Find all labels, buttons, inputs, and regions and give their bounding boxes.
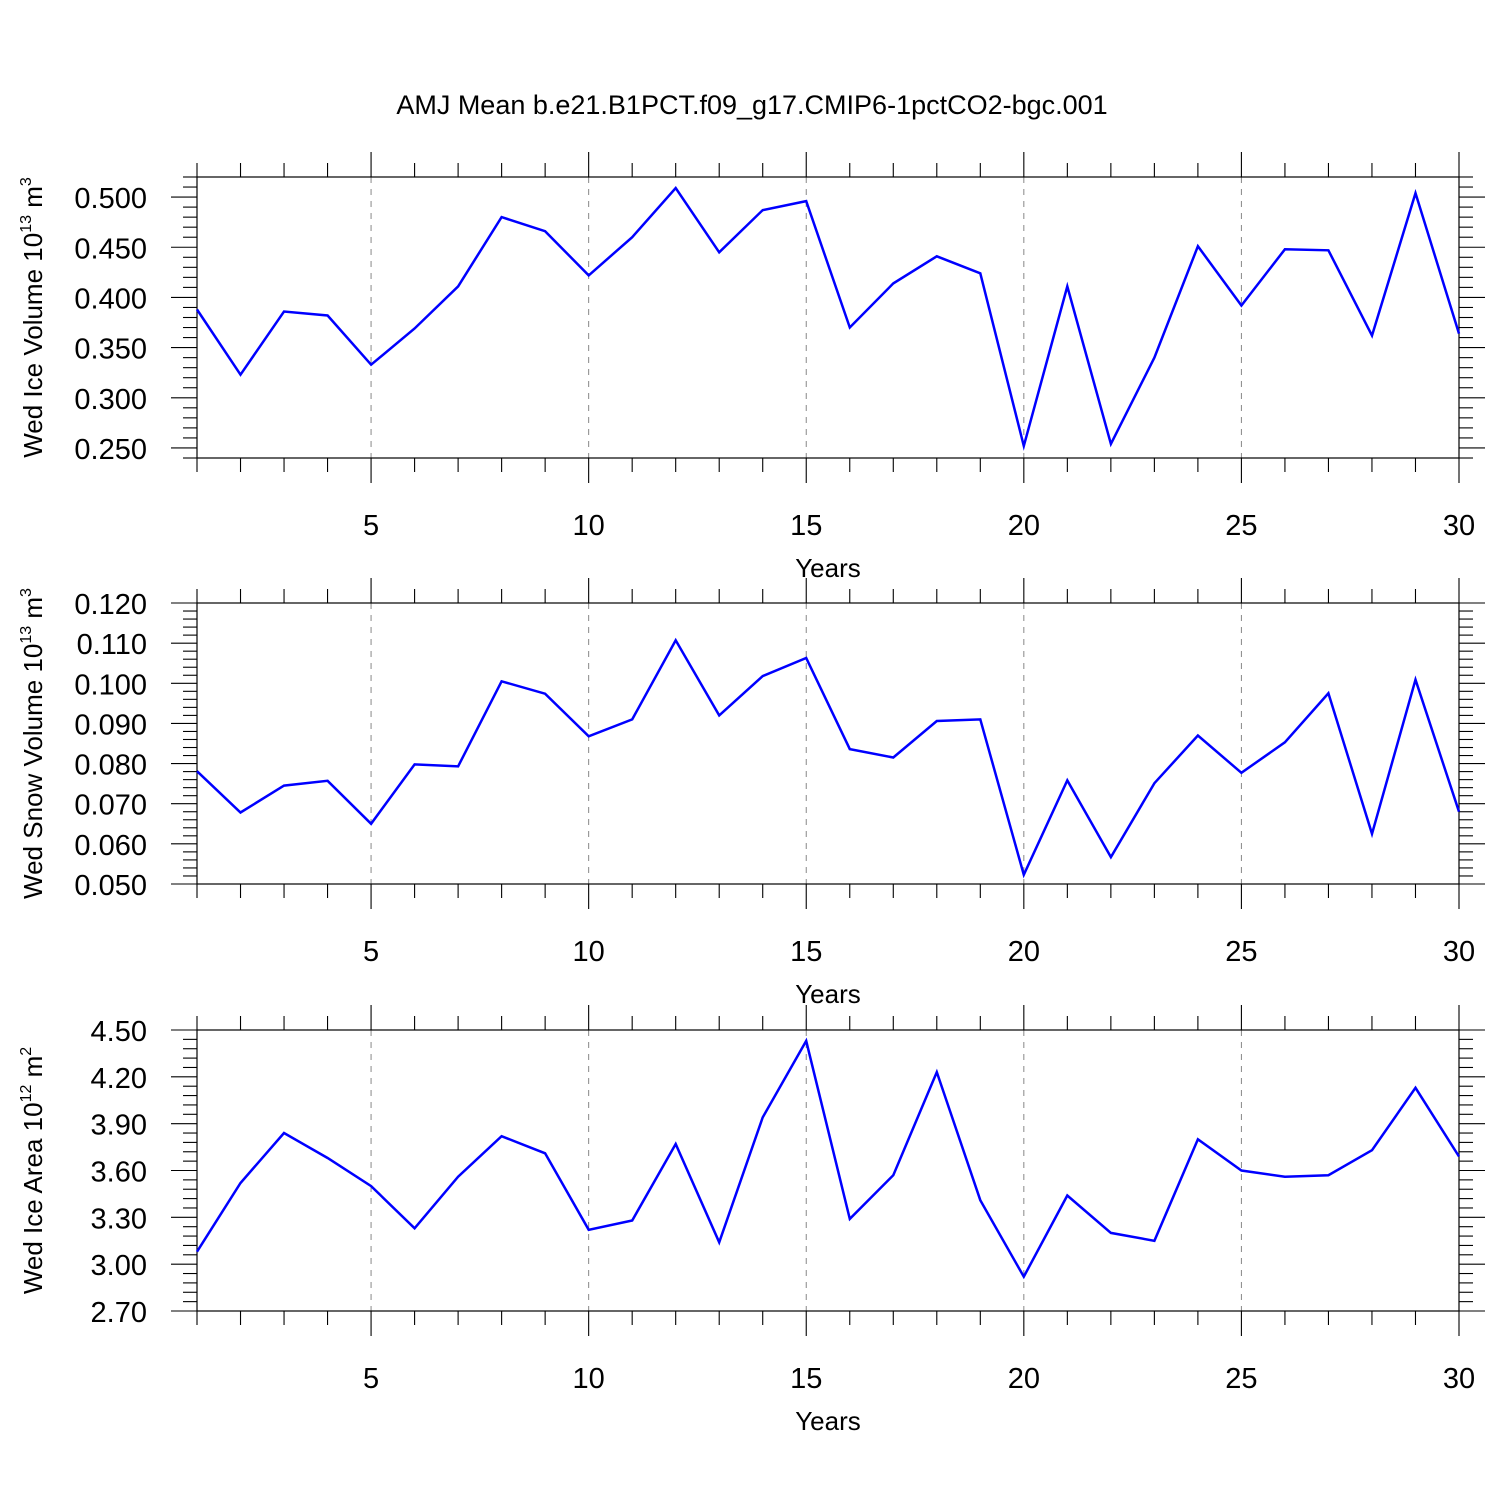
ice-area-xtick-label: 20 [1008,1363,1040,1395]
snow-volume-y-axis-label: Wed Snow Volume 1013 m3 [18,588,48,899]
ice-volume-y-axis-label-part: 3 [18,177,35,186]
ice-area-ytick-label: 2.70 [91,1297,147,1329]
snow-volume-ytick-label: 0.100 [74,669,147,701]
ice-area-series-line [195,1037,1461,1280]
snow-volume-plot-frame [196,602,1460,885]
snow-volume-x-axis-label: Years [795,979,861,1009]
ice-volume-y-axis-label-part: 13 [18,215,35,233]
ice-volume-xtick-label: 15 [790,510,822,542]
snow-volume-ytick-label: 0.080 [74,750,147,782]
ice-volume-ytick-label: 0.250 [74,434,147,466]
ice-volume-y-axis-label: Wed Ice Volume 1013 m3 [18,177,48,458]
ice-volume-ytick-label: 0.400 [74,283,147,315]
ice-area-plot-frame [196,1029,1460,1312]
ice-volume-x-axis-label: Years [795,553,861,583]
ice-area-y-axis-label-part: m [18,1056,48,1085]
snow-volume-ytick-label: 0.120 [74,589,147,621]
ice-area-y-axis-label: Wed Ice Area 1012 m2 [18,1047,48,1294]
ice-area-ytick-label: 3.90 [91,1110,147,1142]
panel-ice-area: 2.70 3.00 3.30 3.60 3.90 4.20 4.50 5 10 15 20 25 30 Y… [18,1005,1485,1436]
ice-volume-xtick-label: 5 [363,510,379,542]
snow-volume-ytick-label: 0.050 [74,870,147,902]
snow-volume-xtick-label: 15 [790,936,822,968]
snow-volume-ytick-label: 0.060 [74,830,147,862]
snow-volume-y-axis-label-part: 13 [18,626,35,644]
ice-area-ytick-label: 3.30 [91,1203,147,1235]
chart-title: AMJ Mean b.e21.B1PCT.f09_g17.CMIP6-1pctC… [396,90,1107,120]
ice-area-xtick-label: 25 [1225,1363,1257,1395]
ice-area-ytick-label: 4.20 [91,1063,147,1095]
ice-volume-ytick-label: 0.450 [74,233,147,265]
ice-volume-ytick-label: 0.350 [74,334,147,366]
ice-area-ytick-label: 3.00 [91,1250,147,1282]
ice-volume-xtick-label: 30 [1443,510,1475,542]
ice-volume-y-axis-label-part: m [18,186,48,215]
panel-snow-volume: 0.050 0.060 0.070 0.080 0.090 0.100 0.110 0.120… [18,578,1485,1009]
snow-volume-series-line [196,637,1461,879]
snow-volume-xtick-label: 5 [363,936,379,968]
ice-area-xtick-label: 10 [573,1363,605,1395]
ice-volume-xtick-label: 25 [1225,510,1257,542]
ice-volume-y-axis-label-part: Wed Ice Volume 10 [18,233,48,458]
ice-area-xtick-label: 30 [1443,1363,1475,1395]
snow-volume-y-axis-label-part: 3 [18,588,35,597]
ice-volume-xtick-label: 10 [573,510,605,542]
snow-volume-y-axis-label-part: Wed Snow Volume 10 [18,644,48,899]
ice-area-ytick-label: 4.50 [91,1016,147,1048]
ice-volume-ytick-label: 0.300 [74,384,147,416]
snow-volume-ytick-label: 0.090 [74,709,147,741]
ice-volume-xtick-label: 20 [1008,510,1040,542]
ice-volume-plot-frame [196,176,1460,459]
ice-volume-ytick-label: 0.500 [74,183,147,215]
ice-area-xtick-label: 5 [363,1363,379,1395]
ice-area-ytick-label: 3.60 [91,1157,147,1189]
ice-volume-series-line [195,185,1461,451]
ice-area-y-axis-label-part: 2 [18,1047,35,1056]
panel-ice-volume: 0.250 0.300 0.350 0.400 0.450 0.500 5 10 15 20 25 3… [18,152,1485,583]
snow-volume-y-axis-label-part: m [18,597,48,626]
snow-volume-ytick-label: 0.070 [74,790,147,822]
ice-area-y-axis-label-part: Wed Ice Area 10 [18,1102,48,1294]
snow-volume-xtick-label: 20 [1008,936,1040,968]
snow-volume-xtick-label: 10 [573,936,605,968]
snow-volume-ytick-label: 0.110 [77,629,147,661]
ice-area-y-axis-label-part: 12 [18,1085,35,1103]
snow-volume-xtick-label: 30 [1443,936,1475,968]
ice-area-x-axis-label: Years [795,1406,861,1436]
ice-area-xtick-label: 15 [790,1363,822,1395]
snow-volume-xtick-label: 25 [1225,936,1257,968]
